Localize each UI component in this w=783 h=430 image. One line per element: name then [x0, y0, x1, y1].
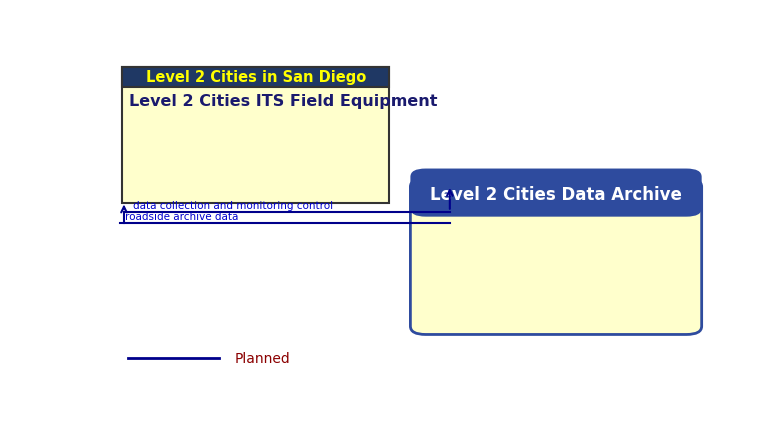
FancyBboxPatch shape	[410, 169, 702, 217]
Text: Level 2 Cities in San Diego: Level 2 Cities in San Diego	[146, 70, 366, 85]
FancyBboxPatch shape	[410, 179, 702, 335]
Text: Planned: Planned	[234, 351, 290, 365]
FancyBboxPatch shape	[426, 196, 687, 209]
Text: Level 2 Cities Data Archive: Level 2 Cities Data Archive	[430, 186, 682, 204]
FancyBboxPatch shape	[122, 68, 389, 87]
Text: Level 2 Cities ITS Field Equipment: Level 2 Cities ITS Field Equipment	[129, 93, 438, 108]
FancyBboxPatch shape	[122, 68, 389, 204]
Text: data collection and monitoring control: data collection and monitoring control	[133, 200, 334, 210]
Text: roadside archive data: roadside archive data	[124, 211, 238, 221]
